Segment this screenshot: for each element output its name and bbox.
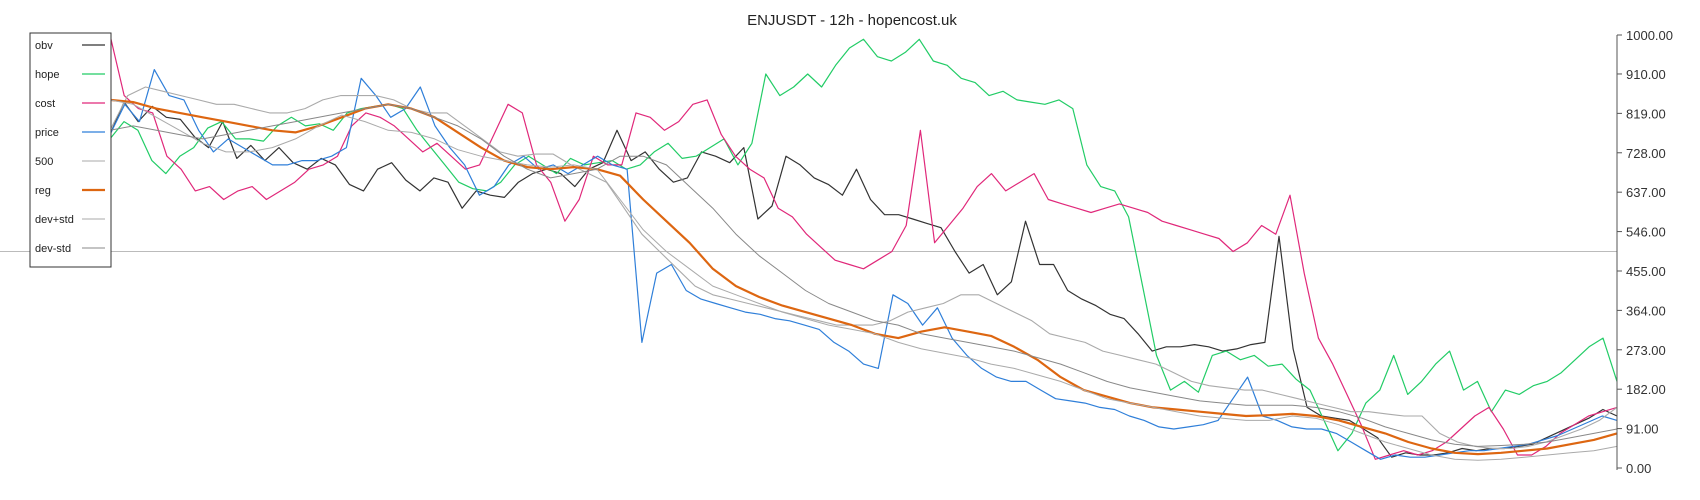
series-line-500	[109, 86, 1618, 450]
y-tick-label: 182.00	[1626, 382, 1666, 397]
legend-label: dev-std	[35, 243, 71, 255]
y-tick-label: 0.00	[1626, 461, 1651, 476]
y-tick-label: 819.00	[1626, 106, 1666, 121]
plot-area	[0, 34, 1618, 461]
y-axis-ticks: 0.00 91.00 182.00 273.00 364.00 455.00 546.00 6…	[1617, 28, 1673, 476]
chart-title: ENJUSDT - 12h - hopencost.uk	[747, 12, 957, 29]
legend-label: 500	[35, 156, 53, 168]
legend-box	[29, 32, 112, 268]
series-line-hope	[109, 38, 1618, 452]
y-tick-label: 273.00	[1626, 343, 1666, 358]
y-tick-label: 1000.00	[1626, 28, 1673, 43]
series-line-dev-std	[109, 99, 1618, 461]
y-tick-label: 546.00	[1626, 225, 1666, 240]
legend-label: obv	[35, 40, 53, 52]
legend-label: cost	[35, 98, 55, 110]
legend-label: hope	[35, 69, 59, 81]
y-tick-label: 455.00	[1626, 264, 1666, 279]
legend-label: dev+std	[35, 214, 74, 226]
y-tick-label: 910.00	[1626, 67, 1666, 82]
legend: obv hope cost price 500 reg dev+std dev-std	[29, 32, 112, 268]
y-tick-label: 364.00	[1626, 303, 1666, 318]
legend-label: reg	[35, 185, 51, 197]
y-tick-label: 91.00	[1626, 422, 1659, 437]
y-tick-label: 728.00	[1626, 146, 1666, 161]
series-line-dev-std	[109, 103, 1618, 447]
legend-label: price	[35, 127, 59, 139]
series-line-cost	[109, 34, 1618, 460]
series-line-reg	[109, 98, 1618, 456]
series-line-obv	[109, 101, 1618, 458]
series-line-price	[109, 68, 1618, 460]
y-tick-label: 637.00	[1626, 185, 1666, 200]
